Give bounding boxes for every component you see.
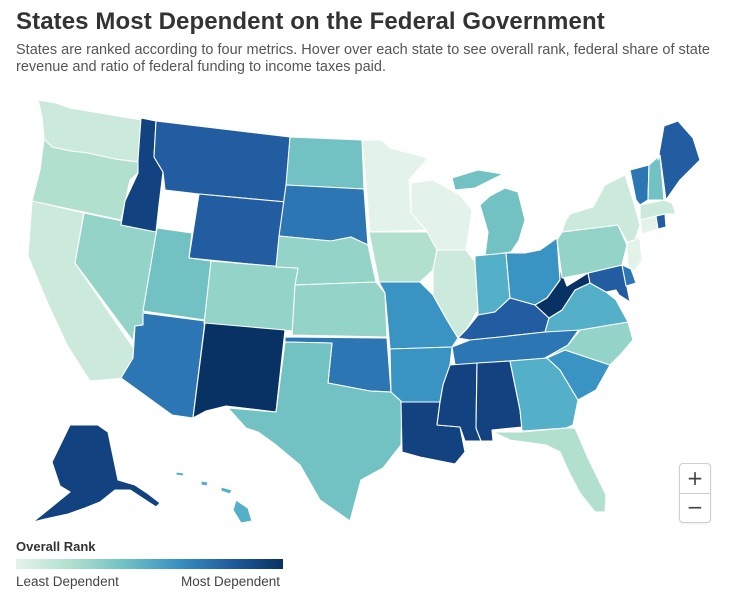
state-TX[interactable] (227, 341, 403, 522)
state-RI[interactable] (655, 213, 667, 230)
zoom-control: + − (679, 463, 711, 523)
legend-gradient-bar (16, 559, 283, 569)
zoom-out-button[interactable]: − (686, 495, 704, 519)
state-MN[interactable] (361, 139, 429, 233)
state-NY[interactable] (561, 174, 641, 243)
zoom-in-button[interactable]: + (680, 464, 710, 494)
state-DE[interactable] (621, 264, 637, 287)
state-KS[interactable] (291, 281, 388, 338)
state-FL[interactable] (492, 427, 607, 513)
state-SD[interactable] (278, 184, 369, 246)
state-WV[interactable] (534, 267, 591, 319)
state-VT[interactable] (629, 164, 650, 206)
state-CO[interactable] (203, 260, 299, 332)
state-WY[interactable] (188, 193, 287, 268)
state-ND[interactable] (285, 136, 365, 190)
state-NM[interactable] (192, 322, 286, 419)
legend-high-label: Most Dependent (181, 574, 281, 589)
page-subtitle: States are ranked according to four metr… (16, 42, 710, 75)
page-title: States Most Dependent on the Federal Gov… (16, 8, 605, 35)
state-MA[interactable] (639, 199, 677, 221)
state-IA[interactable] (368, 231, 438, 283)
state-MT[interactable] (153, 120, 291, 203)
state-HI[interactable] (175, 471, 253, 524)
state-ME[interactable] (657, 120, 701, 201)
state-MI[interactable] (451, 169, 526, 257)
state-NH[interactable] (647, 154, 665, 201)
state-MS[interactable] (436, 362, 482, 442)
legend-low-label: Least Dependent (16, 574, 119, 589)
state-NC[interactable] (544, 321, 634, 366)
state-AK[interactable] (32, 424, 161, 523)
legend-title: Overall Rank (16, 539, 96, 554)
